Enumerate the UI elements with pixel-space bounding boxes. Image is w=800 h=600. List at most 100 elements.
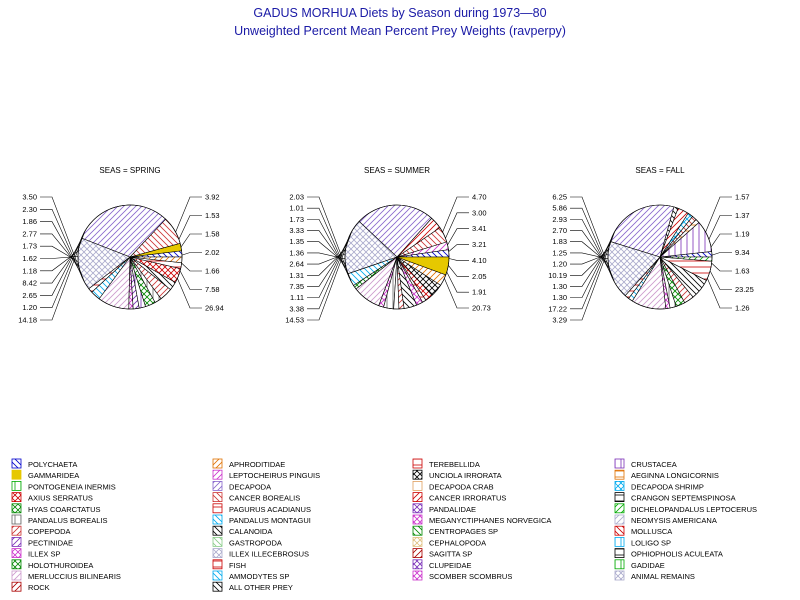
legend-swatch (412, 525, 423, 536)
legend-label: COPEPODA (28, 527, 71, 536)
leader-line (711, 262, 732, 272)
legend-swatch (11, 469, 22, 480)
legend-item: CANCER BOREALIS (212, 492, 300, 503)
legend-swatch (212, 503, 223, 514)
legend-swatch (614, 458, 625, 469)
leader-line (448, 244, 469, 252)
legend-label: PANDALUS MONTAGUI (229, 516, 311, 525)
legend-item: PAGURUS ACADIANUS (212, 503, 311, 514)
leader-line (179, 270, 202, 290)
slice-label: 1.30 (552, 293, 567, 302)
legend-swatch (11, 492, 22, 503)
legend-label: POLYCHAETA (28, 460, 77, 469)
slice-label: 1.63 (735, 267, 750, 276)
leader-line (444, 278, 469, 309)
pie-panel: SEAS = FALL 6.25 5.86 2.93 2.70 1.83 1.25 1.20 1… (548, 166, 754, 325)
slice-label: 1.31 (289, 271, 304, 280)
legend-item: MEGANYCTIPHANES NORVEGICA (412, 514, 551, 525)
leader-line (570, 235, 614, 310)
legend-item: ILLEX ILLECEBROSUS (212, 548, 309, 559)
panel-title: SEAS = SUMMER (364, 166, 430, 175)
legend-swatch (11, 581, 22, 592)
slice-label: 2.77 (22, 229, 37, 238)
legend-swatch (412, 537, 423, 547)
leader-line (570, 253, 609, 265)
legend-swatch (11, 503, 22, 514)
leader-line (40, 209, 83, 278)
legend-label: PANDALUS BOREALIS (28, 516, 107, 525)
legend-label: ANIMAL REMAINS (631, 572, 695, 581)
slice-label: 2.05 (472, 272, 487, 281)
legend-label: ILLEX SP (28, 550, 61, 559)
leader-line (307, 253, 346, 265)
legend-item: HOLOTHUROIDEA (11, 559, 93, 570)
slice-label: 1.36 (289, 248, 304, 257)
legend-label: AMMODYTES SP (229, 572, 289, 581)
legend-item: FISH (212, 559, 246, 570)
slice-label: 6.25 (552, 193, 567, 202)
slice-label: 1.18 (22, 266, 37, 275)
slice-label: 2.03 (289, 193, 304, 202)
legend-item: POLYCHAETA (11, 458, 77, 469)
legend-item: CEPHALOPODA (412, 537, 486, 547)
legend-label: NEOMYSIS AMERICANA (631, 516, 717, 525)
legend-label: UNCIOLA IRRORATA (429, 471, 502, 480)
slice-label: 1.53 (205, 211, 220, 220)
legend-item: ALL OTHER PREY (212, 581, 293, 592)
legend-item: DECAPODA SHRIMP (614, 480, 704, 491)
legend-item: AMMODYTES SP (212, 570, 289, 581)
slice-label: 2.65 (22, 291, 37, 300)
leader-line (705, 196, 732, 233)
slice-label: 1.37 (735, 211, 750, 220)
leader-line (307, 241, 346, 264)
legend-swatch (212, 458, 223, 469)
legend: POLYCHAETA APHRODITIDAE TEREBELLIDA CRUSTAC… (11, 458, 757, 592)
legend-swatch (212, 492, 223, 503)
legend-item: GAMMARIDEA (11, 469, 79, 480)
slice-label: 3.29 (552, 316, 567, 325)
legend-item: DECAPODA (212, 480, 271, 491)
leader-line (307, 219, 348, 274)
leader-line (570, 248, 609, 276)
legend-label: AEGINNA LONGICORNIS (631, 471, 719, 480)
legend-label: LEPTOCHEIRUS PINGUIS (229, 471, 320, 480)
legend-swatch (212, 548, 223, 558)
leader-line (710, 233, 732, 248)
leader-line (570, 219, 611, 274)
leader-line (40, 235, 83, 309)
legend-item: DICHELOPANDALUS LEPTOCERUS (614, 503, 757, 514)
legend-swatch (11, 570, 22, 581)
legend-swatch (614, 559, 625, 570)
legend-item: MOLLUSCA (614, 525, 672, 536)
slice-label: 1.01 (289, 204, 304, 213)
leader-line (307, 196, 352, 283)
leader-line (570, 230, 616, 321)
legend-swatch (11, 525, 22, 536)
legend-swatch (11, 514, 22, 525)
legend-label: DICHELOPANDALUS LEPTOCERUS (631, 505, 757, 514)
slice-label: 1.26 (735, 304, 750, 313)
leader-line (442, 196, 469, 233)
legend-swatch (212, 480, 223, 491)
leader-line (307, 239, 349, 298)
legend-swatch (412, 570, 423, 581)
legend-item: CENTROPAGES SP (412, 525, 498, 536)
slice-label: 3.00 (472, 208, 487, 217)
slice-label: 2.70 (552, 226, 567, 235)
legend-label: GADIDAE (631, 561, 665, 570)
slice-label: 26.94 (205, 304, 224, 313)
leader-line (40, 240, 81, 296)
slice-label: 3.50 (22, 193, 37, 202)
legend-label: PAGURUS ACADIANUS (229, 505, 311, 514)
legend-swatch (614, 525, 625, 536)
legend-label: GASTROPODA (229, 538, 282, 547)
slice-label: 10.19 (548, 271, 567, 280)
slice-label: 4.10 (472, 256, 487, 265)
leader-line (307, 230, 347, 269)
legend-swatch (412, 492, 423, 503)
legend-label: CALANOIDA (229, 527, 272, 536)
legend-label: HOLOTHUROIDEA (28, 561, 93, 570)
legend-item: CRANGON SEPTEMSPINOSA (614, 492, 736, 503)
slice-label: 1.30 (552, 282, 567, 291)
leader-line (40, 256, 79, 259)
